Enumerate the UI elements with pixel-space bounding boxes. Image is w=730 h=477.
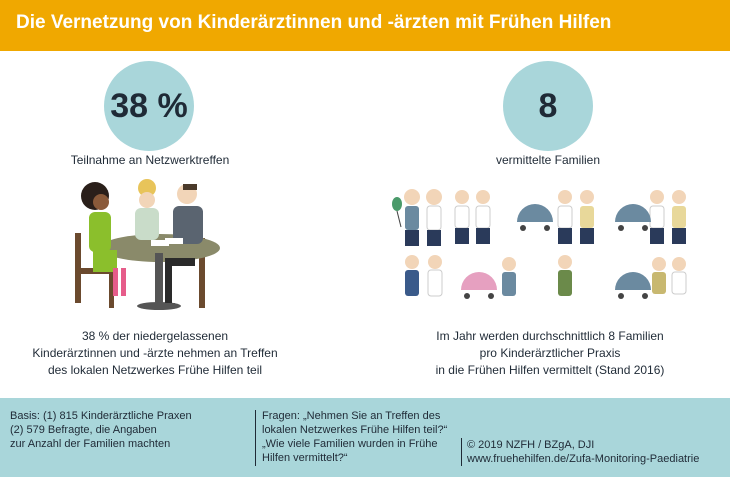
stat-circle-participation: 38 % <box>104 61 194 151</box>
page-title: Die Vernetzung von Kinderärztinnen und -… <box>16 12 612 33</box>
families-description-line: pro Kinderärztlicher Praxis <box>479 346 621 360</box>
stat-caption-families: vermittelte Familien <box>495 153 601 167</box>
footer-question-line: Hilfen vermittelt?“ <box>262 452 348 464</box>
participation-description-line: des lokalen Netzwerkes Frühe Hilfen teil <box>47 363 263 377</box>
families-illustration <box>392 189 687 299</box>
footer-divider <box>255 410 256 466</box>
footer-credit: © 2019 NZFH / BZgA, DJI www.fruehehilfen… <box>467 438 699 466</box>
footer-bar: Basis: (1) 815 Kinderärztliche Praxen (2… <box>0 398 730 477</box>
footer-question-line: „Wie viele Familien wurden in Frühe <box>262 438 438 450</box>
footer-divider <box>461 438 462 466</box>
meeting-illustration <box>75 179 220 310</box>
families-description-line: Im Jahr werden durchschnittlich 8 Famili… <box>436 329 664 343</box>
header-bar: Die Vernetzung von Kinderärztinnen und -… <box>0 0 730 51</box>
footer-question-line: lokalen Netzwerkes Frühe Hilfen teil?“ <box>262 424 448 436</box>
source-link[interactable]: www.fruehehilfen.de/Zufa-Monitoring-Paed… <box>467 453 700 465</box>
footer-basis-line: (2) 579 Befragte, die Angaben <box>10 424 157 436</box>
footer-questions: Fragen: „Nehmen Sie an Treffen des lokal… <box>262 409 447 465</box>
participation-description: 38 % der niedergelassenen Kinderärztinne… <box>20 328 290 379</box>
copyright: © 2019 NZFH / BZgA, DJI <box>467 439 595 451</box>
footer-basis-line: Basis: (1) 815 Kinderärztliche Praxen <box>10 410 192 422</box>
participation-description-line: 38 % der niedergelassenen <box>81 329 229 343</box>
footer-basis: Basis: (1) 815 Kinderärztliche Praxen (2… <box>10 409 192 451</box>
footer-question-line: Fragen: „Nehmen Sie an Treffen des <box>262 410 441 422</box>
stat-caption-participation: Teilnahme an Netzwerktreffen <box>70 153 230 167</box>
stat-circle-families: 8 <box>503 61 593 151</box>
families-description: Im Jahr werden durchschnittlich 8 Famili… <box>405 328 695 379</box>
participation-description-line: Kinderärztinnen und -ärzte nehmen an Tre… <box>32 346 278 360</box>
footer-basis-line: zur Anzahl der Familien machten <box>10 438 171 450</box>
families-description-line: in die Frühen Hilfen vermittelt (Stand 2… <box>435 363 665 377</box>
